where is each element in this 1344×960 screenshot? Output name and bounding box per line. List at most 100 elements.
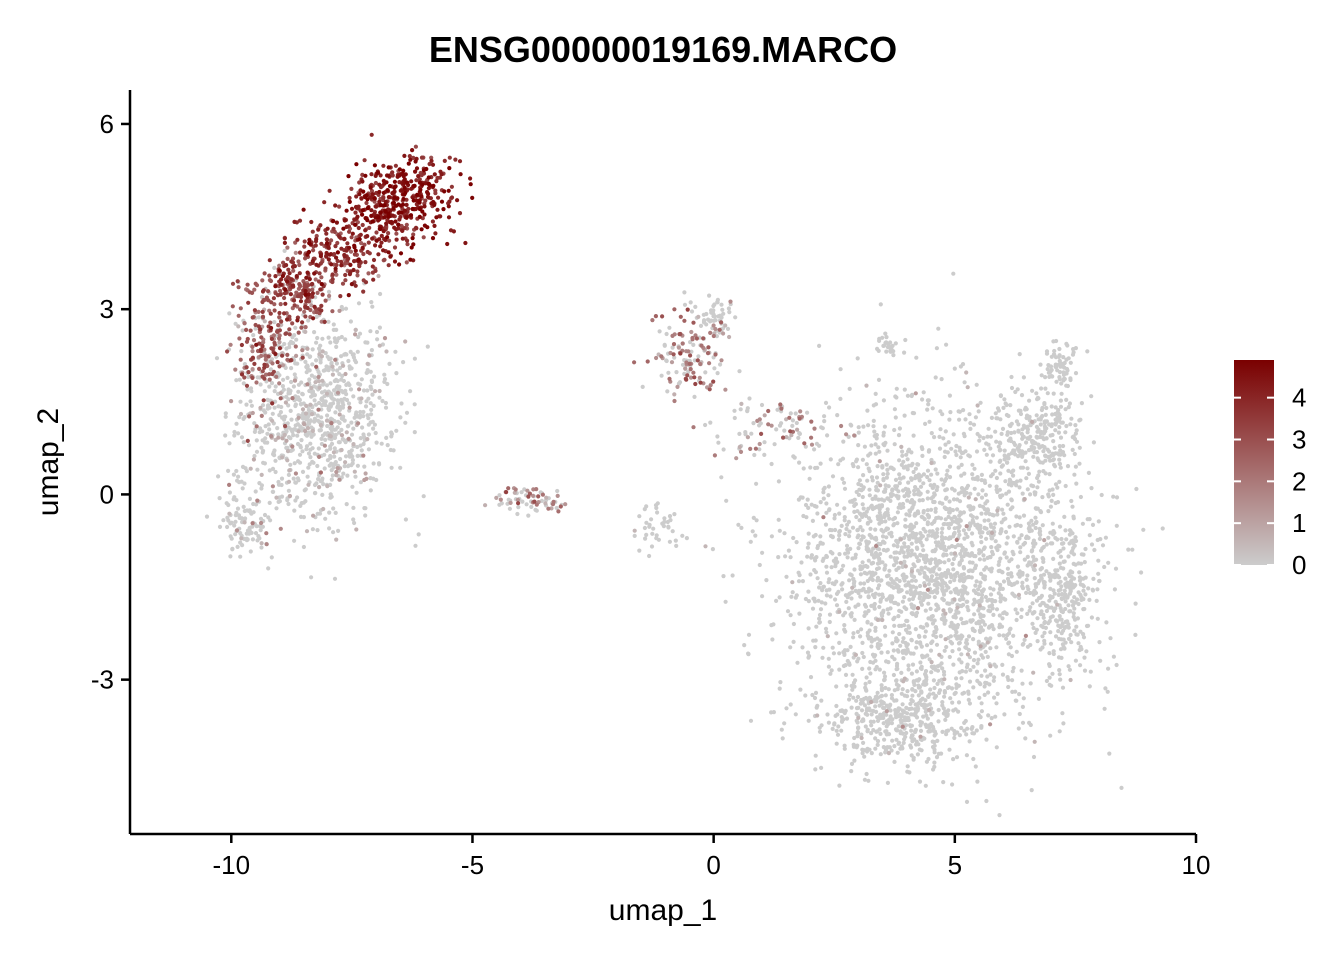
scatter-point <box>893 712 898 717</box>
scatter-point <box>1048 504 1053 509</box>
scatter-point <box>1023 405 1028 410</box>
scatter-point <box>260 524 265 529</box>
scatter-point <box>285 449 291 454</box>
scatter-point <box>1020 642 1025 647</box>
scatter-point <box>334 272 339 277</box>
scatter-point <box>725 326 731 331</box>
scatter-point <box>901 656 906 661</box>
scatter-point <box>358 443 363 448</box>
scatter-point <box>949 573 954 578</box>
scatter-point <box>661 524 667 529</box>
scatter-point <box>956 529 962 534</box>
scatter-point <box>848 612 854 617</box>
scatter-point <box>387 361 392 366</box>
scatter-point <box>809 442 815 447</box>
scatter-point <box>918 734 923 739</box>
scatter-point <box>933 540 939 545</box>
scatter-point <box>989 415 995 420</box>
scatter-point <box>359 396 364 401</box>
scatter-point <box>1069 550 1074 555</box>
scatter-point <box>821 496 826 501</box>
scatter-point <box>934 755 940 760</box>
scatter-point <box>994 745 999 750</box>
scatter-point <box>891 563 897 568</box>
scatter-point <box>789 433 794 438</box>
scatter-point <box>850 585 855 590</box>
scatter-point <box>326 335 331 340</box>
scatter-point <box>1059 381 1064 386</box>
scatter-point <box>339 433 345 438</box>
scatter-point <box>1087 597 1092 603</box>
scatter-point <box>716 440 721 445</box>
scatter-point <box>300 348 305 353</box>
scatter-point <box>1027 398 1032 403</box>
scatter-point <box>264 542 269 547</box>
scatter-point <box>984 798 989 804</box>
scatter-point <box>645 359 650 364</box>
scatter-point <box>1006 641 1011 646</box>
scatter-point <box>1052 445 1057 450</box>
scatter-point <box>296 330 301 335</box>
scatter-point <box>315 463 320 469</box>
scatter-point <box>900 599 906 604</box>
scatter-point <box>884 724 889 729</box>
scatter-point <box>860 666 865 672</box>
scatter-point <box>214 356 220 361</box>
scatter-point <box>849 423 854 428</box>
scatter-point <box>366 447 371 452</box>
scatter-point <box>856 481 861 487</box>
scatter-point <box>1092 547 1097 553</box>
scatter-point <box>1057 444 1062 449</box>
scatter-point <box>246 443 252 448</box>
scatter-point <box>1018 411 1024 417</box>
scatter-point <box>884 335 889 340</box>
scatter-point <box>259 483 264 488</box>
scatter-point <box>229 399 234 404</box>
scatter-point <box>313 380 318 385</box>
scatter-point <box>1017 515 1022 520</box>
scatter-point <box>328 492 333 497</box>
scatter-point <box>982 643 988 648</box>
scatter-point <box>782 721 787 726</box>
scatter-point <box>830 645 835 650</box>
scatter-point <box>874 475 880 480</box>
scatter-point <box>833 564 838 569</box>
scatter-point <box>891 353 896 358</box>
scatter-point <box>915 606 921 611</box>
scatter-point <box>982 518 987 523</box>
scatter-point <box>1023 633 1028 639</box>
scatter-point <box>352 469 357 474</box>
scatter-point <box>348 387 354 392</box>
scatter-point <box>1041 601 1046 606</box>
scatter-point <box>980 488 985 493</box>
scatter-point <box>264 531 269 536</box>
scatter-point <box>856 546 861 551</box>
scatter-point <box>1032 576 1037 581</box>
scatter-point <box>987 609 993 614</box>
scatter-point <box>335 466 340 471</box>
scatter-point <box>365 437 370 442</box>
scatter-point <box>306 451 312 456</box>
scatter-point <box>263 372 268 377</box>
scatter-point <box>936 326 941 331</box>
scatter-point <box>997 633 1002 638</box>
scatter-point <box>977 434 982 439</box>
scatter-point <box>260 369 265 374</box>
scatter-point <box>670 345 675 350</box>
scatter-point <box>798 687 803 692</box>
scatter-point <box>1059 536 1064 542</box>
scatter-point <box>1017 485 1022 490</box>
scatter-point <box>914 355 919 360</box>
scatter-point <box>293 423 298 428</box>
scatter-point <box>1057 370 1063 375</box>
scatter-point <box>998 495 1003 500</box>
scatter-point <box>918 728 924 734</box>
scatter-point <box>1019 607 1024 612</box>
scatter-point <box>932 491 937 496</box>
scatter-point <box>935 668 941 673</box>
scatter-point <box>907 524 912 529</box>
scatter-point <box>939 542 944 547</box>
scatter-point <box>876 497 881 502</box>
scatter-point <box>924 713 929 718</box>
scatter-point <box>863 687 869 692</box>
